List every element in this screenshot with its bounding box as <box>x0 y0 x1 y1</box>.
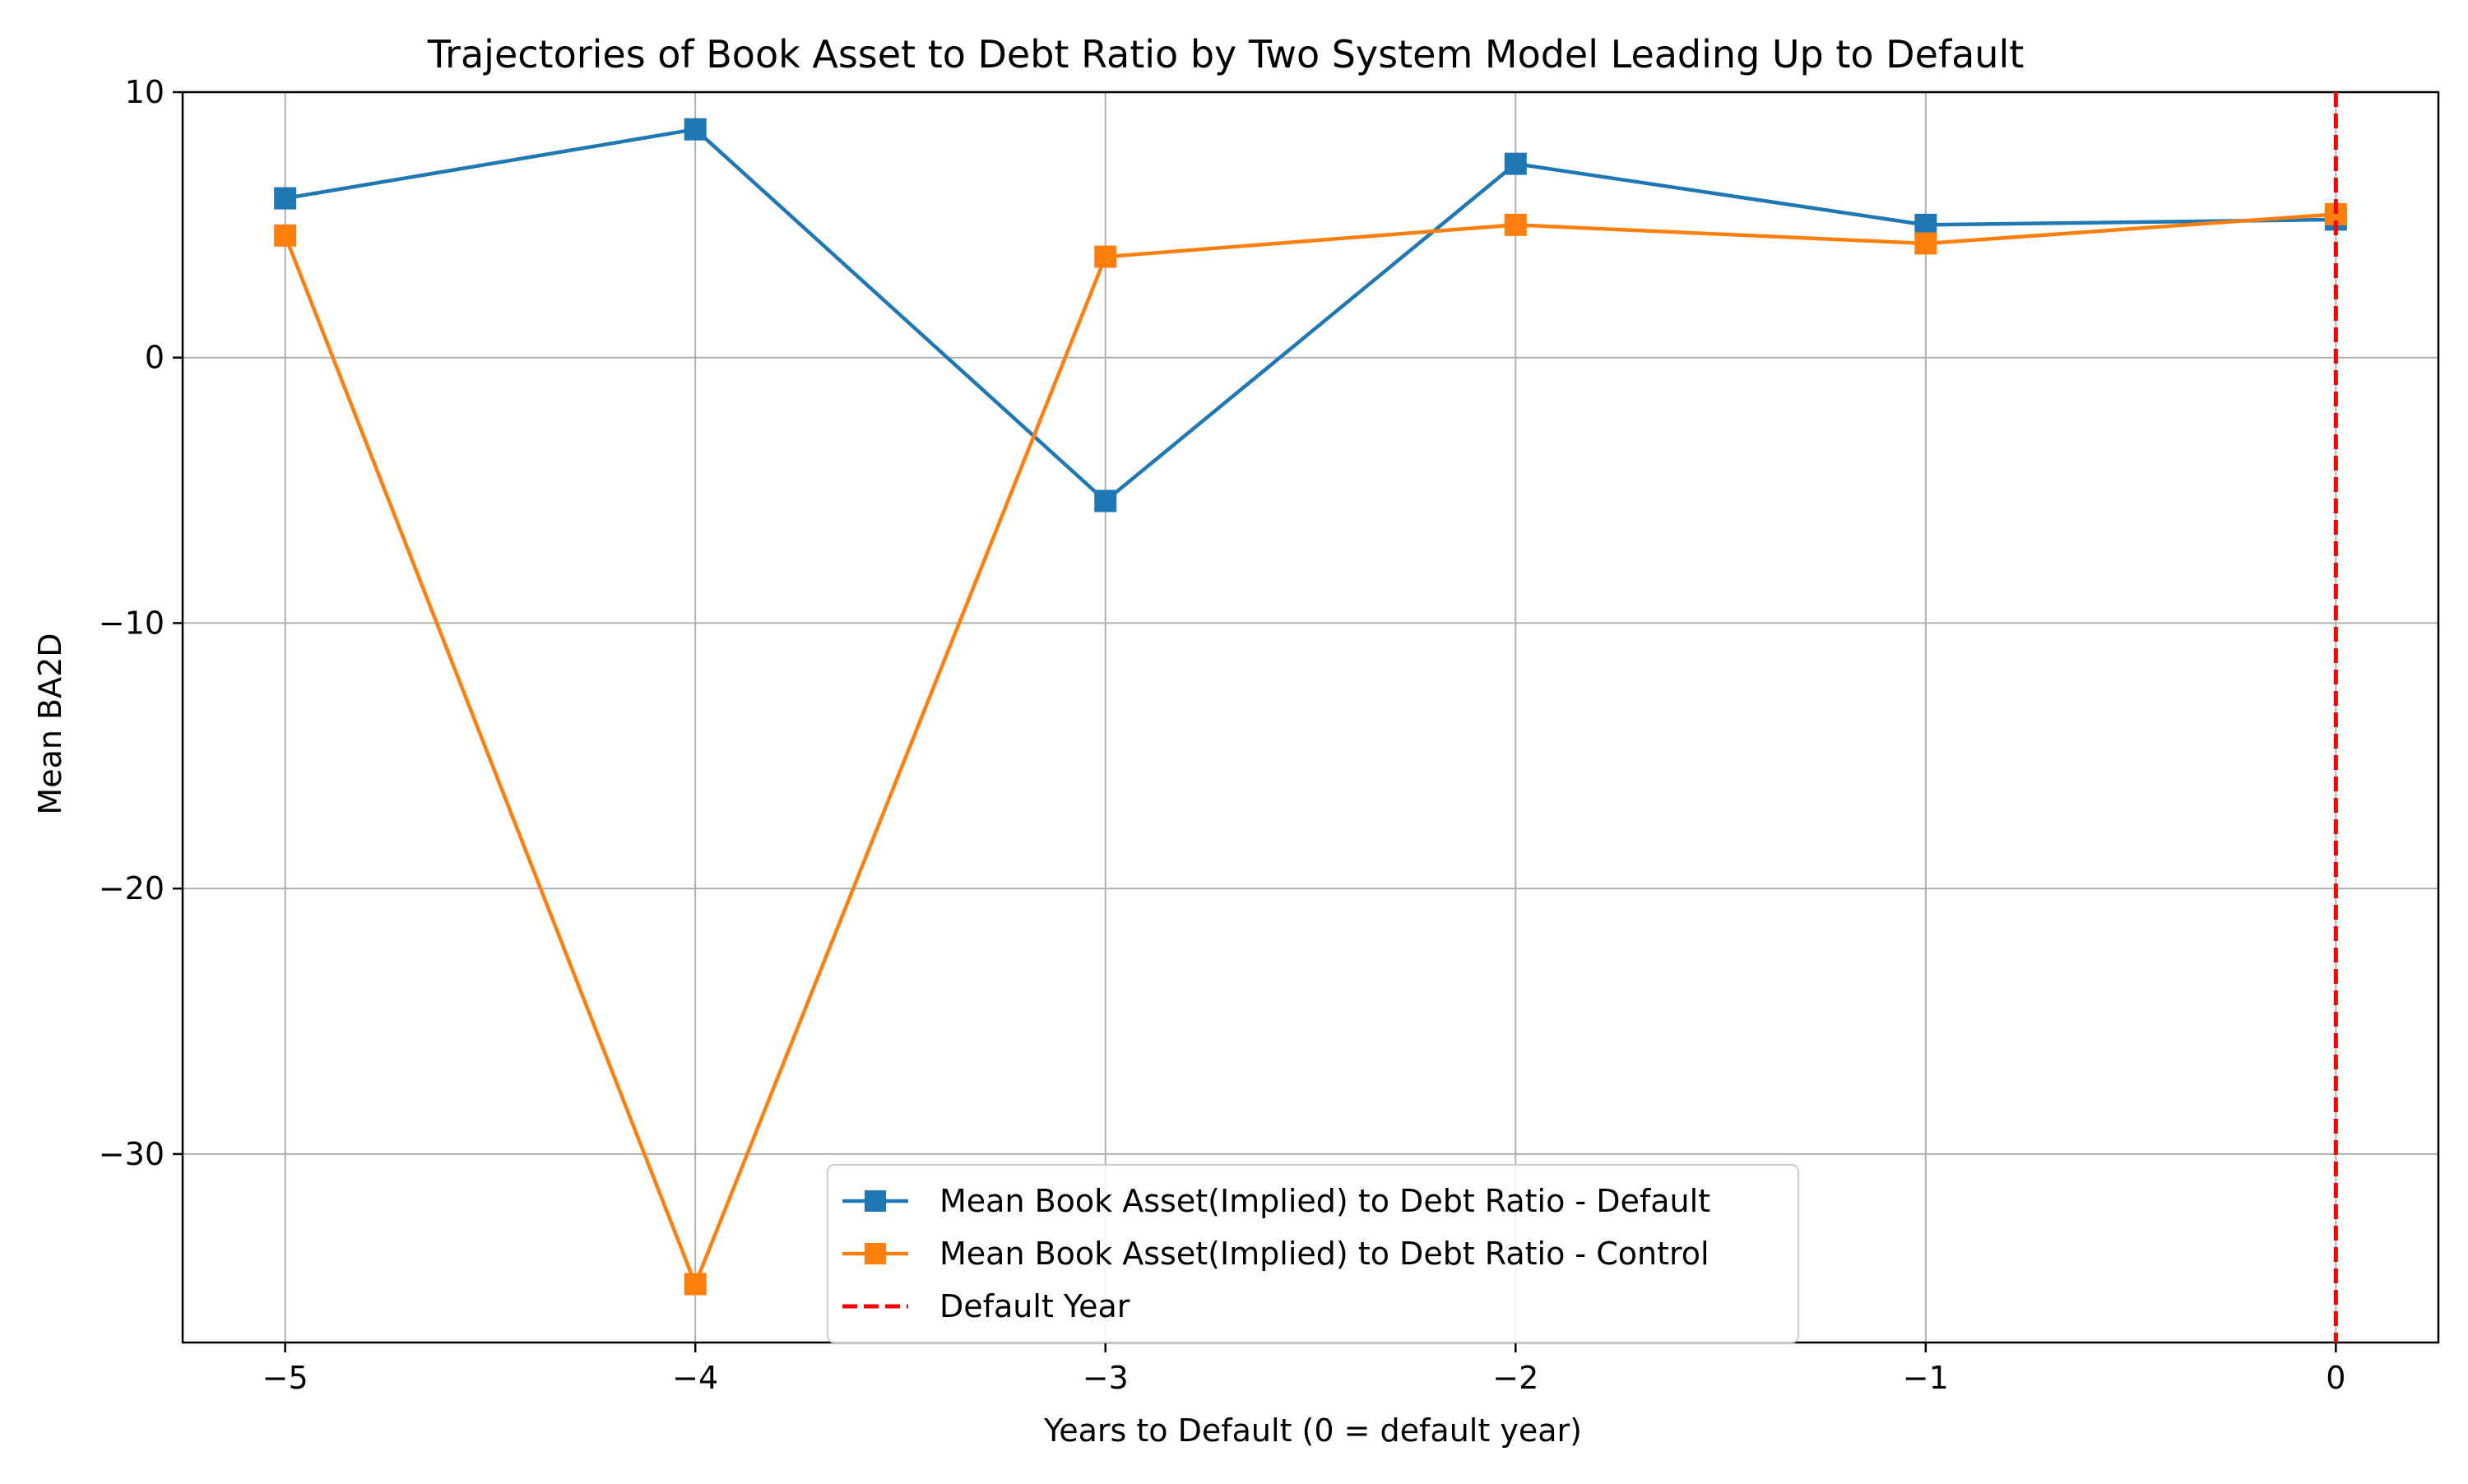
legend-entry: Mean Book Asset(Implied) to Debt Ratio -… <box>842 1236 1710 1272</box>
legend-label: Default Year <box>939 1288 1130 1324</box>
x-tick-label: −5 <box>262 1360 308 1396</box>
x-tick-label: −2 <box>1492 1360 1538 1396</box>
data-point-marker <box>274 224 297 247</box>
series-line-default <box>285 127 2336 503</box>
legend-box <box>827 1164 1799 1343</box>
data-point-marker <box>684 1273 707 1296</box>
x-tick-label: 0 <box>2326 1360 2345 1396</box>
legend-marker-swatch <box>865 1190 886 1212</box>
legend-entry: Mean Book Asset(Implied) to Debt Ratio -… <box>842 1183 1710 1219</box>
y-tick-label: −20 <box>99 870 165 907</box>
legend-label: Mean Book Asset(Implied) to Debt Ratio -… <box>939 1183 1710 1219</box>
x-tick-label: −1 <box>1903 1360 1949 1396</box>
chart-title: Trajectories of Book Asset to Debt Ratio… <box>427 32 2025 77</box>
data-point-marker <box>1914 232 1937 255</box>
y-tick-label: −10 <box>99 605 165 641</box>
x-tick-label: −3 <box>1083 1360 1129 1396</box>
data-point-marker <box>684 118 707 141</box>
y-axis-label: Mean BA2D <box>32 633 68 814</box>
series-line-control <box>283 212 2336 1287</box>
x-tick-label: −4 <box>672 1360 718 1396</box>
data-point-marker <box>1914 213 1937 236</box>
legend-label: Mean Book Asset(Implied) to Debt Ratio -… <box>939 1236 1710 1272</box>
legend: Mean Book Asset(Implied) to Debt Ratio -… <box>827 1164 1799 1343</box>
series-layer <box>274 92 2347 1343</box>
data-point-marker <box>1094 245 1117 268</box>
y-tick-label: 0 <box>145 340 165 376</box>
legend-marker-swatch <box>865 1243 886 1264</box>
legend-entry: Default Year <box>842 1288 1130 1324</box>
data-point-marker <box>1504 152 1527 175</box>
data-point-marker <box>1504 213 1527 236</box>
data-point-marker <box>1094 489 1117 512</box>
y-tick-label: 10 <box>125 74 165 110</box>
y-tick-label: −30 <box>99 1136 165 1172</box>
x-axis-label: Years to Default (0 = default year) <box>1043 1412 1582 1449</box>
data-point-marker <box>274 187 297 210</box>
